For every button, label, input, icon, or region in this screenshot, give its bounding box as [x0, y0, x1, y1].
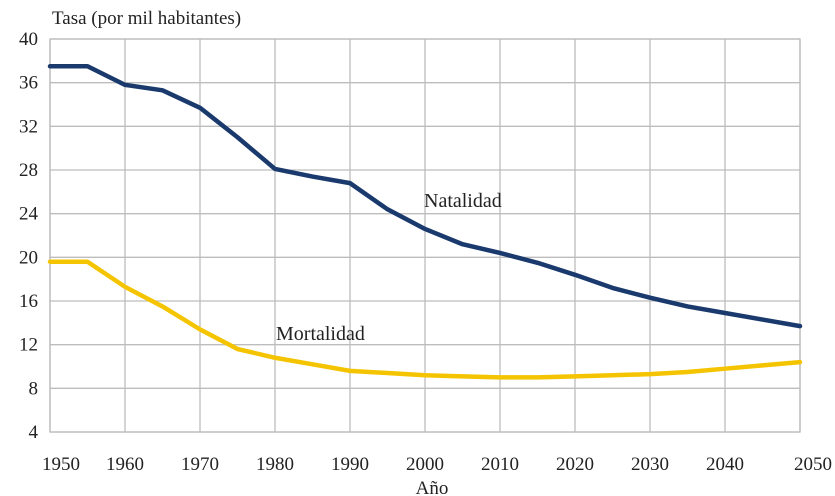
- y-tick-label: 28: [19, 160, 38, 181]
- x-tick-label: 1970: [181, 454, 219, 475]
- x-tick-label: 1990: [331, 454, 369, 475]
- x-tick-label: 2010: [481, 454, 519, 475]
- y-tick-label: 40: [19, 29, 38, 50]
- y-tick-label: 8: [29, 378, 39, 399]
- y-tick-label: 24: [19, 204, 39, 225]
- y-tick-label: 4: [29, 422, 39, 443]
- plot-frame: [49, 38, 801, 433]
- series-label-natalidad: Natalidad: [424, 190, 502, 212]
- series-group: [47, 64, 803, 380]
- x-tick-labels: 1950 1960 1970 1980 1990 2000 2010 2020 2030 2040…: [42, 454, 832, 475]
- x-axis-title: Año: [416, 478, 449, 496]
- x-tick-label: 1980: [256, 454, 294, 475]
- y-tick-label: 20: [19, 247, 38, 268]
- series-line-natalidad: [47, 64, 803, 329]
- x-tick-label: 1960: [106, 454, 144, 475]
- y-axis-title: Tasa (por mil habitantes): [52, 8, 241, 29]
- y-tick-label: 12: [19, 335, 38, 356]
- x-tick-label: 1950: [42, 454, 80, 475]
- y-tick-labels: 4 8 12 16 20 24 28 32 36 40: [19, 29, 39, 443]
- x-tick-label: 2040: [706, 454, 744, 475]
- x-tick-label: 2050: [794, 454, 832, 475]
- x-tick-label: 2020: [556, 454, 594, 475]
- series-line-mortalidad: [47, 259, 803, 380]
- x-tick-label: 2000: [406, 454, 444, 475]
- series-label-mortalidad: Mortalidad: [276, 323, 365, 345]
- x-tick-label: 2030: [631, 454, 669, 475]
- y-tick-label: 32: [19, 116, 38, 137]
- y-tick-label: 36: [19, 73, 38, 94]
- y-tick-label: 16: [19, 291, 38, 312]
